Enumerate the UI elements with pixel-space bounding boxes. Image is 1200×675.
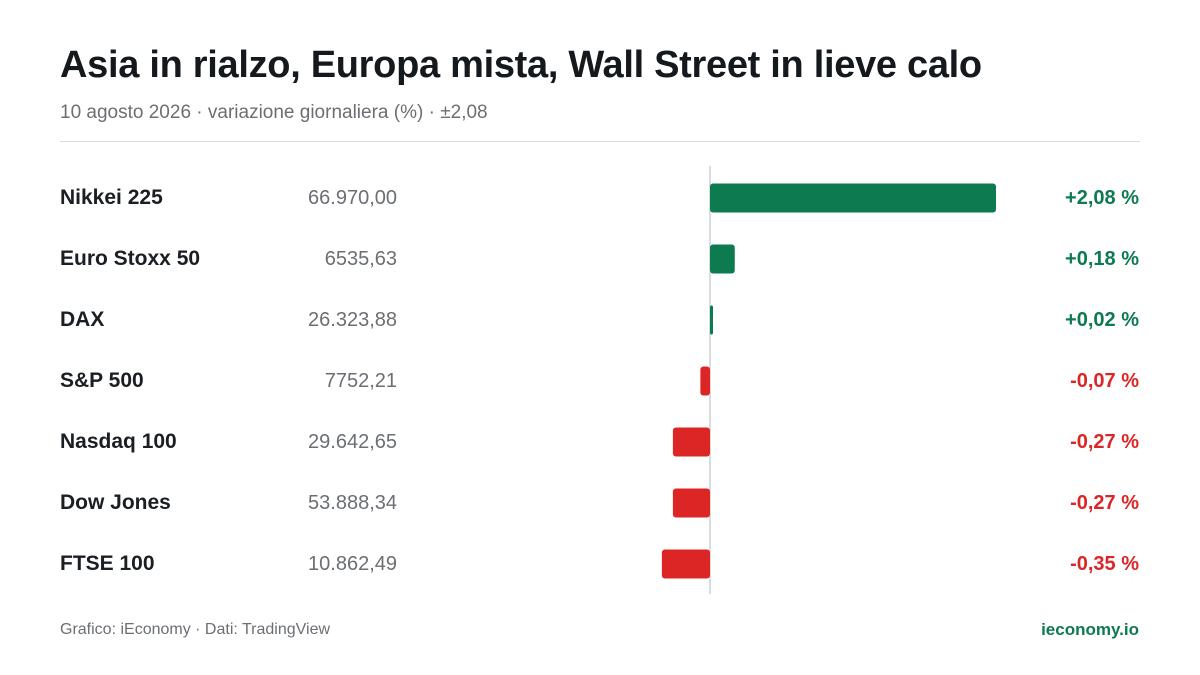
chart-title: Asia in rialzo, Europa mista, Wall Stree… <box>60 44 982 86</box>
bar <box>710 183 996 213</box>
change-label: +0,18 % <box>1065 248 1139 270</box>
index-price: 53.888,34 <box>308 492 397 514</box>
change-label: +0,02 % <box>1065 309 1139 331</box>
bar <box>661 549 710 579</box>
change-label: +2,08 % <box>1065 187 1139 209</box>
chart-subtitle: 10 agosto 2026 · variazione giornaliera … <box>60 102 488 123</box>
index-name: Nasdaq 100 <box>60 430 177 453</box>
index-price: 10.862,49 <box>308 553 397 575</box>
index-name: DAX <box>60 308 105 331</box>
bar <box>710 305 713 335</box>
bar <box>700 366 710 396</box>
index-name: Dow Jones <box>60 491 171 514</box>
index-price: 26.323,88 <box>308 309 397 331</box>
change-label: -0,35 % <box>1070 553 1139 575</box>
brand-link[interactable]: ieconomy.io <box>1041 620 1139 639</box>
index-name: Nikkei 225 <box>60 186 163 209</box>
index-price: 6535,63 <box>324 248 397 270</box>
bar <box>672 488 710 518</box>
index-name: Euro Stoxx 50 <box>60 247 201 270</box>
bar <box>672 427 710 457</box>
source-credit: Grafico: iEconomy · Dati: TradingView <box>60 621 331 638</box>
change-label: -0,27 % <box>1070 492 1139 514</box>
bar <box>710 244 735 274</box>
index-price: 7752,21 <box>324 370 397 392</box>
change-label: -0,07 % <box>1070 370 1139 392</box>
header-divider <box>60 141 1140 142</box>
index-name: S&P 500 <box>60 369 144 392</box>
index-price: 66.970,00 <box>308 187 397 209</box>
change-label: -0,27 % <box>1070 431 1139 453</box>
index-price: 29.642,65 <box>308 431 397 453</box>
index-name: FTSE 100 <box>60 552 155 575</box>
